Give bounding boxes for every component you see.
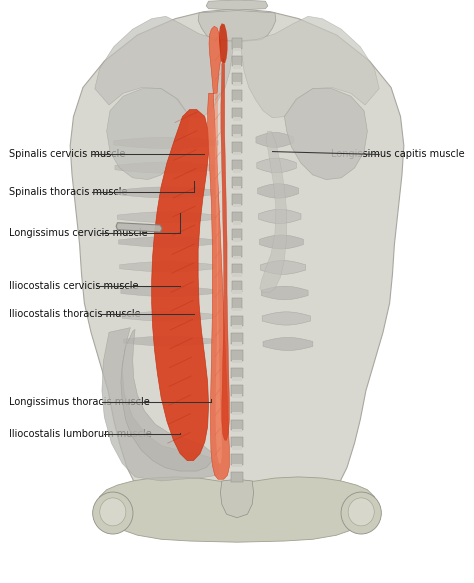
Polygon shape [221, 58, 229, 440]
Polygon shape [114, 137, 218, 149]
Polygon shape [260, 261, 306, 274]
Bar [231, 472, 243, 482]
Polygon shape [117, 212, 216, 223]
Bar [232, 160, 242, 170]
Text: Spinalis thoracis muscle: Spinalis thoracis muscle [9, 187, 128, 198]
Polygon shape [220, 479, 254, 518]
Bar [232, 360, 242, 363]
Bar [231, 385, 243, 395]
Polygon shape [119, 262, 215, 272]
Polygon shape [261, 286, 308, 300]
Bar [232, 108, 242, 118]
Polygon shape [115, 162, 218, 173]
Bar [231, 298, 243, 309]
Bar [231, 350, 243, 361]
Bar [232, 290, 242, 294]
Bar [233, 82, 241, 86]
Bar [232, 229, 242, 240]
Bar [233, 135, 241, 138]
Ellipse shape [348, 498, 374, 526]
Bar [232, 38, 242, 49]
Polygon shape [263, 338, 313, 350]
Bar [231, 454, 243, 465]
Bar [232, 273, 241, 276]
Bar [233, 169, 241, 173]
Polygon shape [237, 16, 379, 118]
Bar [231, 281, 243, 292]
Text: Iliocostalis thoracis muscle: Iliocostalis thoracis muscle [9, 308, 141, 319]
Bar [232, 142, 242, 153]
Bar [232, 463, 242, 467]
Bar [233, 187, 241, 190]
Bar [232, 56, 242, 66]
Polygon shape [116, 223, 162, 232]
Text: Longissimus thoracis muscle: Longissimus thoracis muscle [9, 397, 150, 408]
Polygon shape [97, 477, 377, 542]
Bar [232, 429, 242, 433]
Bar [232, 247, 242, 257]
Bar [232, 177, 242, 188]
Ellipse shape [100, 498, 126, 526]
Bar [231, 437, 243, 448]
Polygon shape [219, 23, 228, 63]
Bar [233, 238, 241, 242]
Polygon shape [95, 16, 237, 118]
Polygon shape [259, 209, 301, 223]
Bar [232, 447, 242, 450]
Polygon shape [258, 184, 299, 198]
Bar [232, 308, 242, 311]
Polygon shape [206, 0, 268, 10]
Polygon shape [284, 89, 367, 180]
Bar [231, 420, 243, 430]
Bar [232, 325, 242, 329]
Polygon shape [262, 312, 310, 325]
Bar [233, 48, 241, 51]
Polygon shape [152, 110, 209, 461]
Bar [231, 402, 243, 413]
Bar [233, 256, 241, 259]
Bar [233, 152, 241, 155]
Polygon shape [121, 286, 214, 297]
Polygon shape [215, 93, 222, 463]
Polygon shape [198, 10, 276, 42]
Polygon shape [107, 89, 190, 180]
Ellipse shape [341, 492, 381, 534]
Bar [232, 412, 242, 415]
Bar [232, 377, 242, 381]
Polygon shape [122, 311, 214, 321]
Polygon shape [259, 235, 303, 249]
Polygon shape [260, 131, 287, 293]
Bar [231, 264, 242, 274]
Polygon shape [123, 336, 213, 346]
Text: Longissimus capitis muscle: Longissimus capitis muscle [331, 149, 465, 160]
Bar [233, 117, 241, 121]
Bar [233, 65, 241, 69]
Bar [233, 221, 241, 224]
Polygon shape [118, 237, 216, 247]
Bar [233, 100, 241, 103]
Polygon shape [121, 329, 212, 471]
Text: Spinalis cervicis muscle: Spinalis cervicis muscle [9, 149, 126, 160]
Bar [232, 90, 242, 101]
Text: Iliocostalis lumborum muscle: Iliocostalis lumborum muscle [9, 429, 152, 440]
Bar [231, 368, 243, 378]
Text: Iliocostalis cervicis muscle: Iliocostalis cervicis muscle [9, 280, 139, 291]
Ellipse shape [92, 492, 133, 534]
Polygon shape [70, 9, 404, 521]
Bar [231, 333, 243, 343]
Bar [233, 203, 241, 207]
Text: Longissimus cervicis muscle: Longissimus cervicis muscle [9, 228, 148, 238]
Bar [231, 316, 243, 326]
Bar [232, 342, 242, 346]
Polygon shape [257, 158, 296, 173]
Bar [232, 194, 242, 205]
Polygon shape [256, 132, 294, 147]
Bar [232, 212, 242, 222]
Polygon shape [102, 328, 219, 481]
Bar [232, 125, 242, 136]
Polygon shape [208, 26, 229, 479]
Bar [232, 394, 242, 398]
Polygon shape [116, 187, 217, 198]
Bar [232, 73, 242, 83]
